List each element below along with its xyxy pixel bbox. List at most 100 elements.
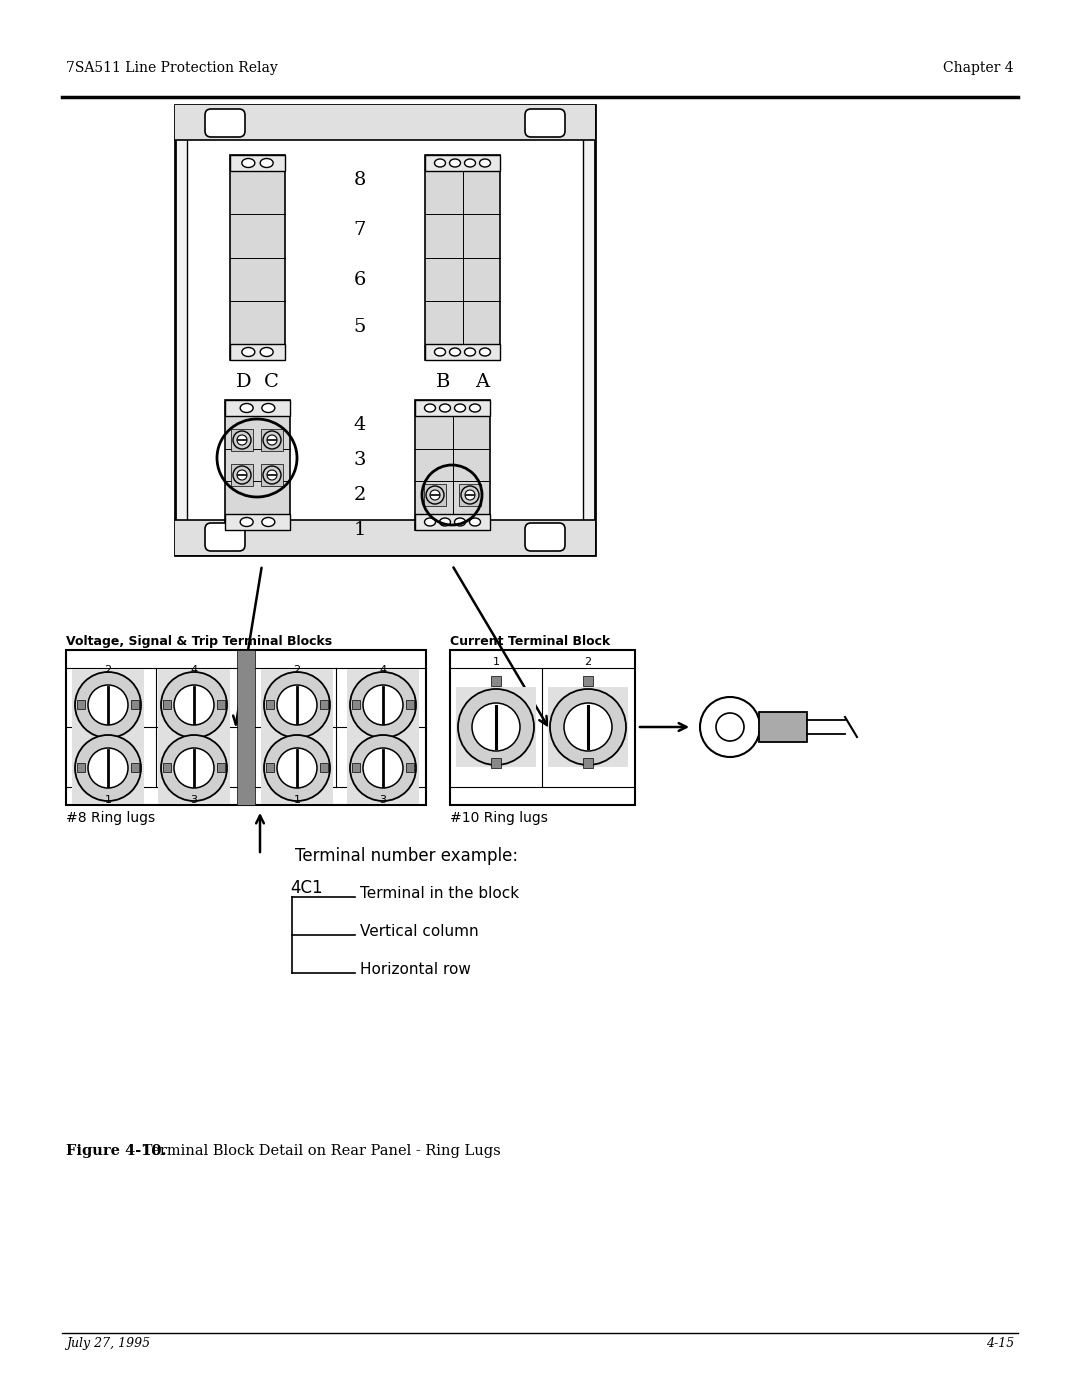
Circle shape xyxy=(276,685,318,725)
Ellipse shape xyxy=(480,159,490,168)
Ellipse shape xyxy=(440,404,450,412)
Bar xyxy=(230,155,285,360)
Bar xyxy=(548,687,627,767)
Bar xyxy=(320,700,328,710)
Ellipse shape xyxy=(455,518,465,527)
Circle shape xyxy=(264,467,281,483)
Text: 4: 4 xyxy=(190,665,198,675)
Circle shape xyxy=(87,685,129,725)
Circle shape xyxy=(564,703,612,752)
Bar xyxy=(406,700,414,710)
Circle shape xyxy=(75,735,141,800)
Bar xyxy=(158,732,230,805)
Circle shape xyxy=(716,712,744,740)
Circle shape xyxy=(75,672,141,738)
Text: 4-15: 4-15 xyxy=(986,1337,1014,1350)
Text: 1: 1 xyxy=(354,521,366,539)
Text: 5: 5 xyxy=(354,319,366,337)
FancyBboxPatch shape xyxy=(525,109,565,137)
Ellipse shape xyxy=(424,518,435,527)
Text: D: D xyxy=(237,373,252,391)
Text: #8 Ring lugs: #8 Ring lugs xyxy=(66,812,156,826)
Text: Horizontal row: Horizontal row xyxy=(360,963,471,978)
Circle shape xyxy=(264,672,330,738)
Ellipse shape xyxy=(260,158,273,168)
Ellipse shape xyxy=(240,517,253,527)
Bar xyxy=(426,344,500,360)
Ellipse shape xyxy=(434,159,446,168)
Circle shape xyxy=(264,735,330,800)
Ellipse shape xyxy=(242,158,255,168)
Text: 3: 3 xyxy=(190,795,198,805)
Bar xyxy=(77,700,85,710)
Text: C: C xyxy=(264,373,279,391)
Text: 4: 4 xyxy=(354,416,366,434)
Ellipse shape xyxy=(480,348,490,356)
FancyBboxPatch shape xyxy=(525,522,565,550)
Bar xyxy=(415,400,490,416)
Circle shape xyxy=(700,697,760,757)
Ellipse shape xyxy=(260,348,273,356)
Bar xyxy=(131,763,139,773)
Text: Voltage, Signal & Trip Terminal Blocks: Voltage, Signal & Trip Terminal Blocks xyxy=(66,636,333,648)
Circle shape xyxy=(465,490,475,500)
Bar xyxy=(491,759,501,768)
Text: 2: 2 xyxy=(105,665,111,675)
Bar xyxy=(426,155,500,170)
Text: 4: 4 xyxy=(379,665,387,675)
Ellipse shape xyxy=(464,348,475,356)
Ellipse shape xyxy=(449,348,460,356)
Bar xyxy=(187,117,583,543)
Circle shape xyxy=(426,486,444,504)
Bar xyxy=(583,759,593,768)
Ellipse shape xyxy=(261,517,274,527)
Bar xyxy=(415,400,490,529)
Text: Terminal Block Detail on Rear Panel - Ring Lugs: Terminal Block Detail on Rear Panel - Ri… xyxy=(138,1144,501,1158)
Bar xyxy=(131,700,139,710)
Text: 2: 2 xyxy=(354,486,366,504)
Text: Current Terminal Block: Current Terminal Block xyxy=(450,636,610,648)
Text: 4C1: 4C1 xyxy=(291,879,323,897)
Circle shape xyxy=(430,490,440,500)
Bar xyxy=(426,155,500,360)
Bar xyxy=(217,700,225,710)
Circle shape xyxy=(350,672,416,738)
Bar xyxy=(450,650,635,805)
Text: Chapter 4: Chapter 4 xyxy=(943,61,1014,75)
Bar xyxy=(225,400,291,416)
Ellipse shape xyxy=(470,404,481,412)
Bar xyxy=(217,763,225,773)
Bar xyxy=(424,483,446,506)
Bar xyxy=(352,763,360,773)
Text: A: A xyxy=(475,373,489,391)
Bar xyxy=(261,464,283,486)
Text: Figure 4-10.: Figure 4-10. xyxy=(66,1144,166,1158)
Bar xyxy=(163,700,171,710)
Text: 8: 8 xyxy=(354,170,366,189)
Text: 7: 7 xyxy=(354,221,366,239)
Bar xyxy=(491,676,501,686)
Ellipse shape xyxy=(240,404,253,412)
Text: 1: 1 xyxy=(294,795,300,805)
Bar xyxy=(175,105,595,140)
FancyBboxPatch shape xyxy=(205,522,245,550)
Bar xyxy=(230,155,285,170)
Bar xyxy=(347,669,419,740)
Text: #10 Ring lugs: #10 Ring lugs xyxy=(450,812,548,826)
Bar xyxy=(352,700,360,710)
Bar xyxy=(77,763,85,773)
Text: 1: 1 xyxy=(492,657,499,666)
Bar xyxy=(66,650,426,805)
Bar xyxy=(225,514,291,529)
Circle shape xyxy=(472,703,519,752)
Ellipse shape xyxy=(470,518,481,527)
Ellipse shape xyxy=(464,159,475,168)
Text: 2: 2 xyxy=(294,665,300,675)
Bar xyxy=(72,669,144,740)
Circle shape xyxy=(233,467,251,483)
Bar xyxy=(347,732,419,805)
Circle shape xyxy=(174,685,214,725)
Bar xyxy=(231,429,253,451)
Bar xyxy=(320,763,328,773)
Circle shape xyxy=(237,434,247,446)
